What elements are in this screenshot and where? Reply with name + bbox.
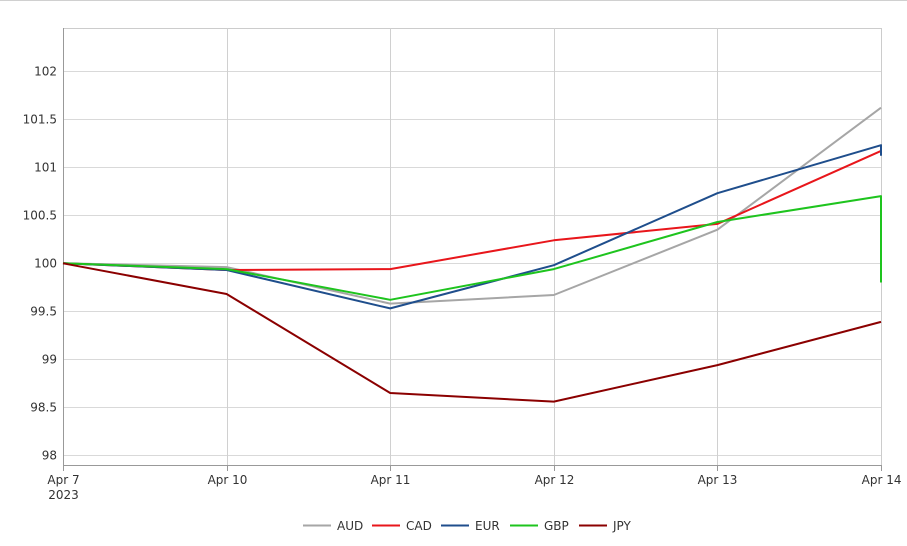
- legend-label-jpy: JPY: [612, 519, 632, 533]
- y-tick-label: 100: [34, 257, 57, 271]
- legend-item-gbp[interactable]: GBP: [510, 519, 569, 533]
- y-tick-label: 98.5: [30, 401, 57, 415]
- x-tick-label: Apr 10: [208, 473, 248, 487]
- series-layer: [62, 106, 882, 403]
- legend[interactable]: AUD CAD EUR GBP JPY: [303, 519, 632, 533]
- grid-layer: [63, 28, 882, 465]
- x-tick-label: Apr 7: [47, 473, 79, 487]
- legend-label-cad: CAD: [406, 519, 432, 533]
- y-tick-label: 101.5: [23, 113, 57, 127]
- legend-label-eur: EUR: [475, 519, 500, 533]
- y-tick-label: 99.5: [30, 305, 57, 319]
- series-line-aud[interactable]: [62, 106, 882, 305]
- legend-item-jpy[interactable]: JPY: [579, 519, 632, 533]
- y-tick-label: 102: [34, 65, 57, 79]
- x-tick-label: Apr 14: [862, 473, 902, 487]
- y-tick-label: 99: [42, 353, 57, 367]
- series-line-jpy[interactable]: [62, 262, 882, 403]
- x-tick-label: Apr 12: [535, 473, 575, 487]
- axis-layer: 98 98.5 99 99.5 100 100.5 101 101.5 102 Apr 72023…: [23, 28, 902, 502]
- x-tick-sublabel: 2023: [48, 488, 79, 502]
- legend-item-aud[interactable]: AUD: [303, 519, 363, 533]
- series-line-cad[interactable]: [62, 149, 882, 271]
- legend-label-gbp: GBP: [544, 519, 569, 533]
- x-tick-label: Apr 13: [698, 473, 738, 487]
- legend-item-cad[interactable]: CAD: [372, 519, 432, 533]
- x-tick-label: Apr 11: [371, 473, 411, 487]
- y-tick-label: 100.5: [23, 209, 57, 223]
- y-tick-label: 98: [42, 449, 57, 463]
- legend-label-aud: AUD: [337, 519, 363, 533]
- legend-item-eur[interactable]: EUR: [441, 519, 500, 533]
- series-line-gbp[interactable]: [62, 195, 882, 301]
- y-tick-label: 101: [34, 161, 57, 175]
